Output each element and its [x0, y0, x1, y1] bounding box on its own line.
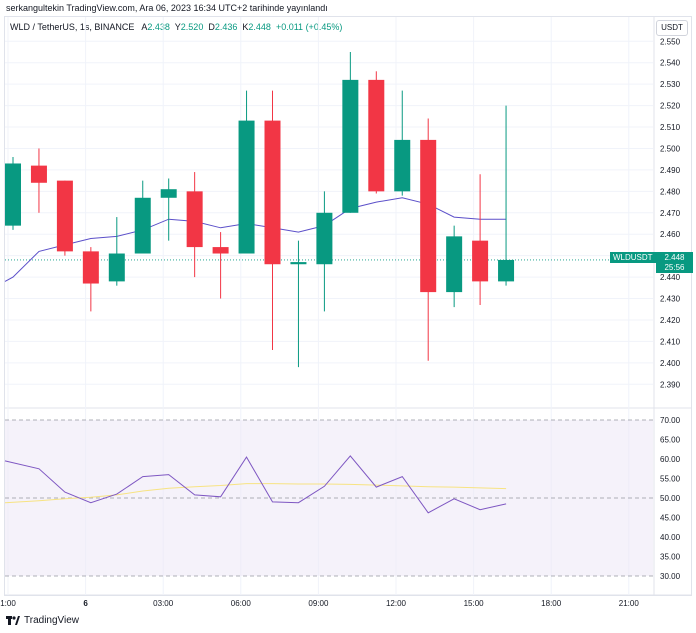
rsi-tick-label: 70.00 — [660, 416, 681, 425]
price-tick-label: 2.430 — [660, 295, 681, 304]
currency-button[interactable]: USDT — [656, 20, 688, 36]
price-tick-label: 2.390 — [660, 380, 681, 389]
rsi-tick-label: 35.00 — [660, 553, 681, 562]
time-tick-label: 12:00 — [386, 599, 407, 608]
brand-name: TradingView — [24, 615, 80, 626]
candle-body — [446, 236, 463, 293]
low-label: D — [208, 22, 215, 32]
candle-body — [394, 139, 411, 192]
tradingview-logo-icon — [6, 616, 20, 625]
price-tick-label: 2.500 — [660, 144, 681, 153]
price-tick-label: 2.480 — [660, 187, 681, 196]
price-tag-countdown: 25:56 — [656, 263, 693, 273]
candle-body — [342, 79, 359, 213]
candle-body — [82, 251, 99, 284]
candle-body — [368, 79, 385, 192]
symbol-legend: WLD / TetherUS, 1s, BINANCE A2.438 Y2.52… — [10, 22, 342, 32]
time-tick-label: 09:00 — [308, 599, 329, 608]
time-tick-label: 21:00 — [619, 599, 640, 608]
price-tick-label: 2.530 — [660, 80, 681, 89]
candle-body — [420, 139, 437, 293]
rsi-tick-label: 65.00 — [660, 436, 681, 445]
price-tick-label: 2.470 — [660, 209, 681, 218]
time-tick-label: 03:00 — [153, 599, 174, 608]
low-value: 2.436 — [214, 22, 238, 32]
rsi-line — [4, 455, 507, 514]
candle-body — [5, 163, 21, 226]
rsi-tick-label: 60.00 — [660, 455, 681, 464]
price-tag-value: 2.448 — [656, 252, 693, 263]
rsi-ma-line — [4, 483, 507, 504]
candle-body — [498, 259, 515, 282]
time-tick-label: 6 — [83, 599, 88, 608]
rsi-tick-label: 40.00 — [660, 533, 681, 542]
candle-body — [56, 180, 73, 252]
candle-body — [238, 120, 255, 254]
rsi-tick-label: 50.00 — [660, 494, 681, 503]
candle-body — [264, 120, 281, 265]
price-tick-label: 2.440 — [660, 273, 681, 282]
open-label: A — [141, 22, 148, 32]
change-value: +0.011 (+0.45%) — [275, 22, 343, 32]
candle-body — [290, 262, 307, 265]
price-tag-symbol: WLDUSDT — [610, 252, 656, 263]
price-tick-label: 2.490 — [660, 166, 681, 175]
rsi-tick-label: 55.00 — [660, 475, 681, 484]
price-tick-label: 2.540 — [660, 59, 681, 68]
price-tick-label: 2.510 — [660, 123, 681, 132]
price-tick-label: 2.550 — [660, 37, 681, 46]
candle-body — [108, 253, 125, 282]
time-tick-label: 1:00 — [0, 599, 16, 608]
price-tick-label: 2.400 — [660, 359, 681, 368]
candle-body — [160, 189, 177, 198]
close-label: K — [242, 22, 249, 32]
candle-body — [186, 191, 203, 248]
high-label: Y — [174, 22, 181, 32]
candle-body — [212, 247, 229, 254]
price-tick-label: 2.460 — [660, 230, 681, 239]
price-tick-label: 2.520 — [660, 102, 681, 111]
time-tick-label: 18:00 — [541, 599, 562, 608]
time-tick-label: 15:00 — [464, 599, 485, 608]
tradingview-brand[interactable]: TradingView — [6, 615, 79, 626]
price-tick-label: 2.420 — [660, 316, 681, 325]
symbol-name[interactable]: WLD / TetherUS, 1s, BINANCE — [10, 22, 135, 32]
candle-body — [316, 212, 333, 265]
open-value: 2.438 — [147, 22, 170, 32]
high-value: 2.520 — [180, 22, 204, 32]
rsi-tick-label: 30.00 — [660, 572, 681, 581]
price-tick-label: 2.410 — [660, 337, 681, 346]
close-value: 2.448 — [248, 22, 271, 32]
rsi-tick-label: 45.00 — [660, 514, 681, 523]
candle-body — [30, 165, 47, 183]
publish-caption: serkangultekin TradingView.com, Ara 06, … — [6, 3, 328, 13]
candle-body — [472, 240, 489, 282]
time-tick-label: 06:00 — [231, 599, 252, 608]
candle-body — [134, 197, 151, 254]
